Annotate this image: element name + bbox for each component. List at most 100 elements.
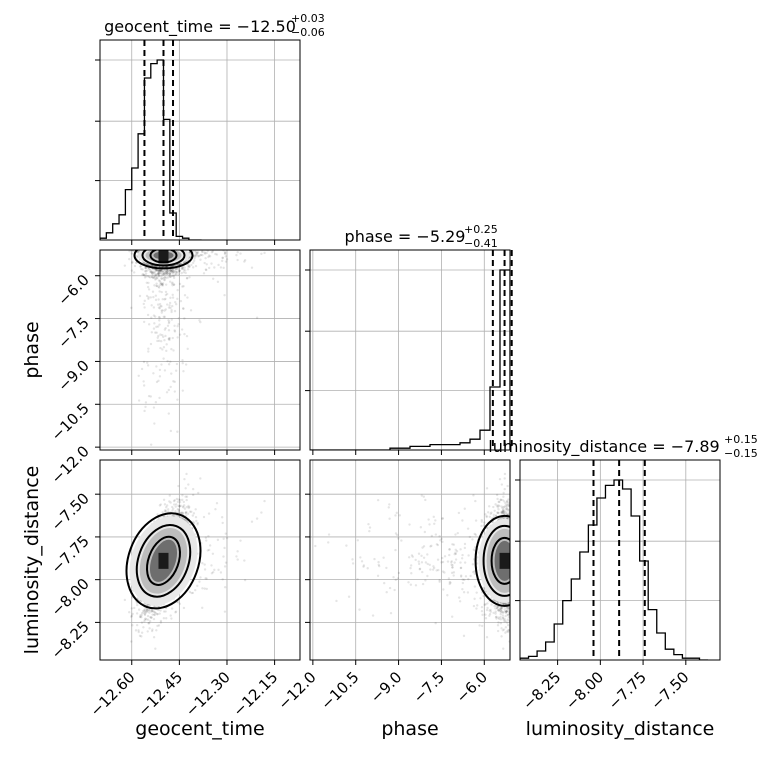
- sample-point: [183, 317, 186, 320]
- sample-point: [165, 271, 168, 274]
- sample-point: [171, 284, 174, 287]
- sample-point: [123, 598, 127, 602]
- sample-point: [174, 369, 178, 372]
- sample-point: [170, 372, 173, 375]
- sample-point: [183, 507, 187, 510]
- sample-point: [168, 336, 171, 340]
- sample-point: [168, 269, 172, 273]
- sample-point: [173, 380, 176, 384]
- scatter-layer: [123, 472, 266, 650]
- sample-point: [149, 296, 153, 299]
- sample-point: [201, 562, 204, 565]
- sample-point: [182, 500, 186, 504]
- sample-point: [172, 283, 176, 286]
- sample-point: [221, 256, 224, 259]
- sample-point: [146, 275, 150, 278]
- sample-point: [160, 468, 162, 470]
- sample-point: [157, 272, 160, 275]
- sample-point: [163, 339, 166, 342]
- sample-point: [174, 267, 178, 271]
- title-geocent-time-text: geocent_time = −12.50: [104, 17, 296, 37]
- sample-point: [147, 608, 151, 612]
- sample-point: [194, 508, 197, 511]
- sample-point: [157, 271, 160, 275]
- sample-point: [165, 272, 169, 275]
- sample-point: [170, 310, 173, 314]
- sample-point: [177, 322, 180, 326]
- sample-point: [182, 268, 186, 272]
- sample-point: [172, 514, 175, 517]
- sample-point: [194, 254, 197, 258]
- sample-point: [164, 290, 168, 294]
- sample-point: [167, 412, 170, 415]
- sample-point: [146, 313, 150, 317]
- sample-point: [159, 333, 162, 336]
- sample-point: [213, 568, 216, 572]
- sample-point: [171, 293, 174, 297]
- sample-point: [157, 274, 161, 278]
- sample-point: [157, 339, 161, 343]
- sample-point: [176, 398, 179, 401]
- sample-point: [149, 616, 152, 619]
- sample-point: [152, 271, 156, 275]
- sample-point: [135, 603, 139, 607]
- sample-point: [182, 271, 186, 274]
- sample-point: [159, 269, 163, 273]
- sample-point: [137, 630, 140, 634]
- sample-point: [157, 286, 161, 289]
- sample-point: [219, 266, 223, 269]
- sample-point: [140, 635, 143, 638]
- sample-point: [157, 270, 160, 273]
- sample-point: [243, 578, 247, 582]
- sample-point: [130, 269, 134, 272]
- sample-point: [145, 608, 149, 612]
- sample-point: [156, 276, 159, 280]
- sample-point: [184, 487, 187, 490]
- sample-point: [165, 349, 168, 353]
- sample-point: [171, 336, 174, 340]
- sample-point: [199, 254, 202, 257]
- sample-point: [193, 250, 196, 253]
- sample-point: [146, 361, 149, 365]
- sample-point: [153, 270, 156, 274]
- sample-point: [178, 505, 181, 508]
- sample-point: [146, 285, 150, 289]
- sample-point: [135, 255, 138, 258]
- sample-point: [206, 250, 209, 253]
- sample-point: [143, 276, 147, 279]
- sample-point: [162, 610, 166, 613]
- sample-point: [144, 401, 148, 404]
- sample-point: [140, 616, 143, 619]
- sample-point: [155, 629, 158, 632]
- sample-point: [159, 269, 163, 273]
- sample-point: [173, 324, 176, 328]
- sample-point: [172, 274, 175, 278]
- sample-point: [156, 613, 159, 616]
- sample-point: [175, 362, 179, 366]
- sample-point: [183, 332, 186, 336]
- sample-point: [177, 498, 181, 501]
- sample-point: [239, 539, 242, 542]
- sample-point: [165, 343, 168, 346]
- sample-point: [166, 269, 169, 272]
- sample-point: [204, 577, 207, 580]
- sample-point: [179, 504, 182, 507]
- sample-point: [150, 304, 153, 307]
- sample-point: [156, 303, 160, 306]
- sample-point: [175, 270, 178, 273]
- sample-point: [137, 399, 141, 402]
- sample-point: [195, 252, 198, 255]
- sample-point: [181, 266, 184, 269]
- sample-point: [219, 571, 223, 574]
- sample-point: [221, 578, 224, 581]
- sample-point: [205, 587, 208, 591]
- sample-point: [185, 276, 189, 280]
- sample-point: [138, 294, 142, 298]
- sample-point: [172, 380, 175, 383]
- sample-point: [139, 264, 142, 268]
- sample-point: [222, 537, 225, 540]
- sample-point: [158, 290, 161, 293]
- sample-point: [177, 273, 180, 276]
- sample-point: [170, 269, 174, 273]
- sample-point: [169, 269, 172, 272]
